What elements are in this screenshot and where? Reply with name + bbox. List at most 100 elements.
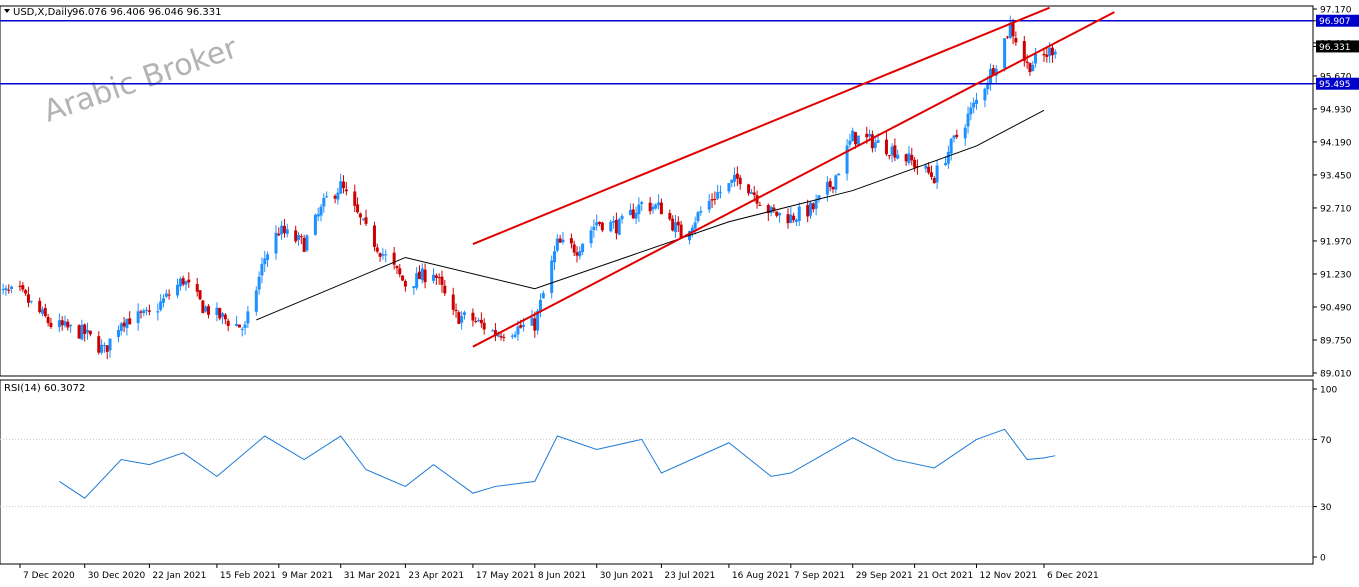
candle-body — [167, 294, 171, 296]
candle-body — [609, 221, 613, 232]
candle-body — [218, 308, 222, 319]
candle-body — [530, 317, 534, 326]
rsi-axis: 100 70 30 0 — [0, 386, 1337, 564]
candle-body — [125, 319, 129, 329]
candle-body — [243, 324, 247, 328]
time-tick-label: 23 Apr 2021 — [408, 571, 464, 581]
price-tick-label: 89.010 — [1320, 370, 1352, 380]
candle-body — [553, 251, 557, 263]
candle-body — [541, 292, 545, 299]
candle-body — [648, 202, 652, 212]
candle-body — [41, 309, 45, 314]
price-axis: 97.17096.90796.41096.33195.67095.49594.9… — [1313, 6, 1352, 380]
candle-body — [201, 300, 205, 314]
candle-body — [302, 238, 306, 252]
candle-body — [460, 316, 464, 323]
candle-body — [811, 203, 815, 210]
candle-body — [873, 142, 877, 148]
candle-body — [1011, 22, 1015, 37]
candle-body — [432, 274, 436, 281]
level-tag-lower-bg — [1316, 77, 1359, 90]
candle-body — [1048, 47, 1052, 56]
candle-body — [378, 253, 382, 257]
candle-body — [223, 314, 227, 320]
candle-body — [102, 345, 106, 347]
candle-body — [949, 138, 953, 154]
price-tick-label: 97.170 — [1320, 6, 1352, 16]
candle-body — [569, 238, 573, 244]
candle-body — [516, 326, 520, 335]
candle-body — [1053, 51, 1057, 55]
candle-body — [454, 309, 458, 312]
candle-body — [893, 145, 897, 158]
last-price-tag: 96.331 — [1319, 43, 1351, 53]
candle-body — [955, 134, 959, 137]
candle-body — [519, 325, 523, 328]
candle-body — [769, 206, 773, 213]
candle-body — [876, 140, 880, 143]
candle-body — [471, 312, 475, 321]
candle-body — [235, 323, 239, 327]
candle-body — [969, 107, 973, 115]
candle-body — [868, 133, 872, 137]
candle-body — [443, 285, 447, 294]
candle-body — [904, 154, 908, 162]
level-tag-upper-bg — [1316, 14, 1359, 27]
candle-body — [972, 102, 976, 108]
candle-body — [479, 319, 483, 324]
candle-body — [848, 140, 852, 145]
candle-body — [696, 212, 700, 222]
candle-body — [496, 334, 500, 337]
candle-body — [356, 204, 360, 213]
time-tick-label: 15 Feb 2021 — [220, 571, 276, 581]
candle-body — [159, 301, 163, 310]
candle-body — [589, 230, 593, 244]
candle-body — [786, 214, 790, 224]
candle-body — [814, 200, 818, 209]
candle-body — [792, 215, 796, 221]
candle-body — [305, 235, 309, 251]
candle-body — [522, 324, 526, 327]
candle-body — [80, 324, 84, 340]
candle-body — [631, 209, 635, 219]
candle-body — [322, 197, 326, 207]
time-tick-label: 7 Dec 2020 — [23, 571, 75, 581]
time-tick-label: 17 May 2021 — [476, 571, 535, 581]
candle-body — [707, 200, 711, 210]
candle-body — [434, 275, 438, 278]
candle-body — [766, 204, 770, 214]
candle-body — [907, 153, 911, 164]
time-tick-label: 21 Oct 2021 — [918, 571, 974, 581]
candle-body — [69, 324, 73, 327]
candle-body — [1042, 53, 1046, 56]
candle-body — [1022, 41, 1026, 61]
candle-body — [77, 325, 81, 339]
time-tick-label: 31 Mar 2021 — [344, 571, 401, 581]
candle-body — [316, 214, 320, 217]
candle-body — [263, 258, 267, 265]
time-tick-label: 6 Dec 2021 — [1047, 571, 1099, 581]
channel-upper-line[interactable] — [472, 6, 1051, 246]
price-tick-label: 91.230 — [1320, 270, 1352, 280]
candle-body — [561, 239, 565, 243]
candle-body — [499, 335, 503, 338]
candle-body — [730, 179, 734, 183]
candle-body — [491, 330, 495, 332]
candle-body — [266, 254, 270, 260]
time-tick-label: 30 Dec 2020 — [88, 571, 146, 581]
candle-body — [651, 207, 655, 210]
price-tick-label: 94.190 — [1320, 138, 1352, 148]
candle-body — [825, 182, 829, 195]
candle-body — [614, 219, 618, 234]
candle-body — [88, 330, 92, 335]
candle-body — [375, 247, 379, 252]
rsi-panel — [0, 379, 1314, 565]
candle-body — [612, 221, 616, 223]
channel-lower-line[interactable] — [472, 11, 1115, 348]
candle-body — [598, 221, 602, 224]
symbol-dropdown-icon[interactable] — [4, 9, 10, 13]
candle-body — [260, 264, 264, 276]
candle-body — [710, 199, 714, 201]
